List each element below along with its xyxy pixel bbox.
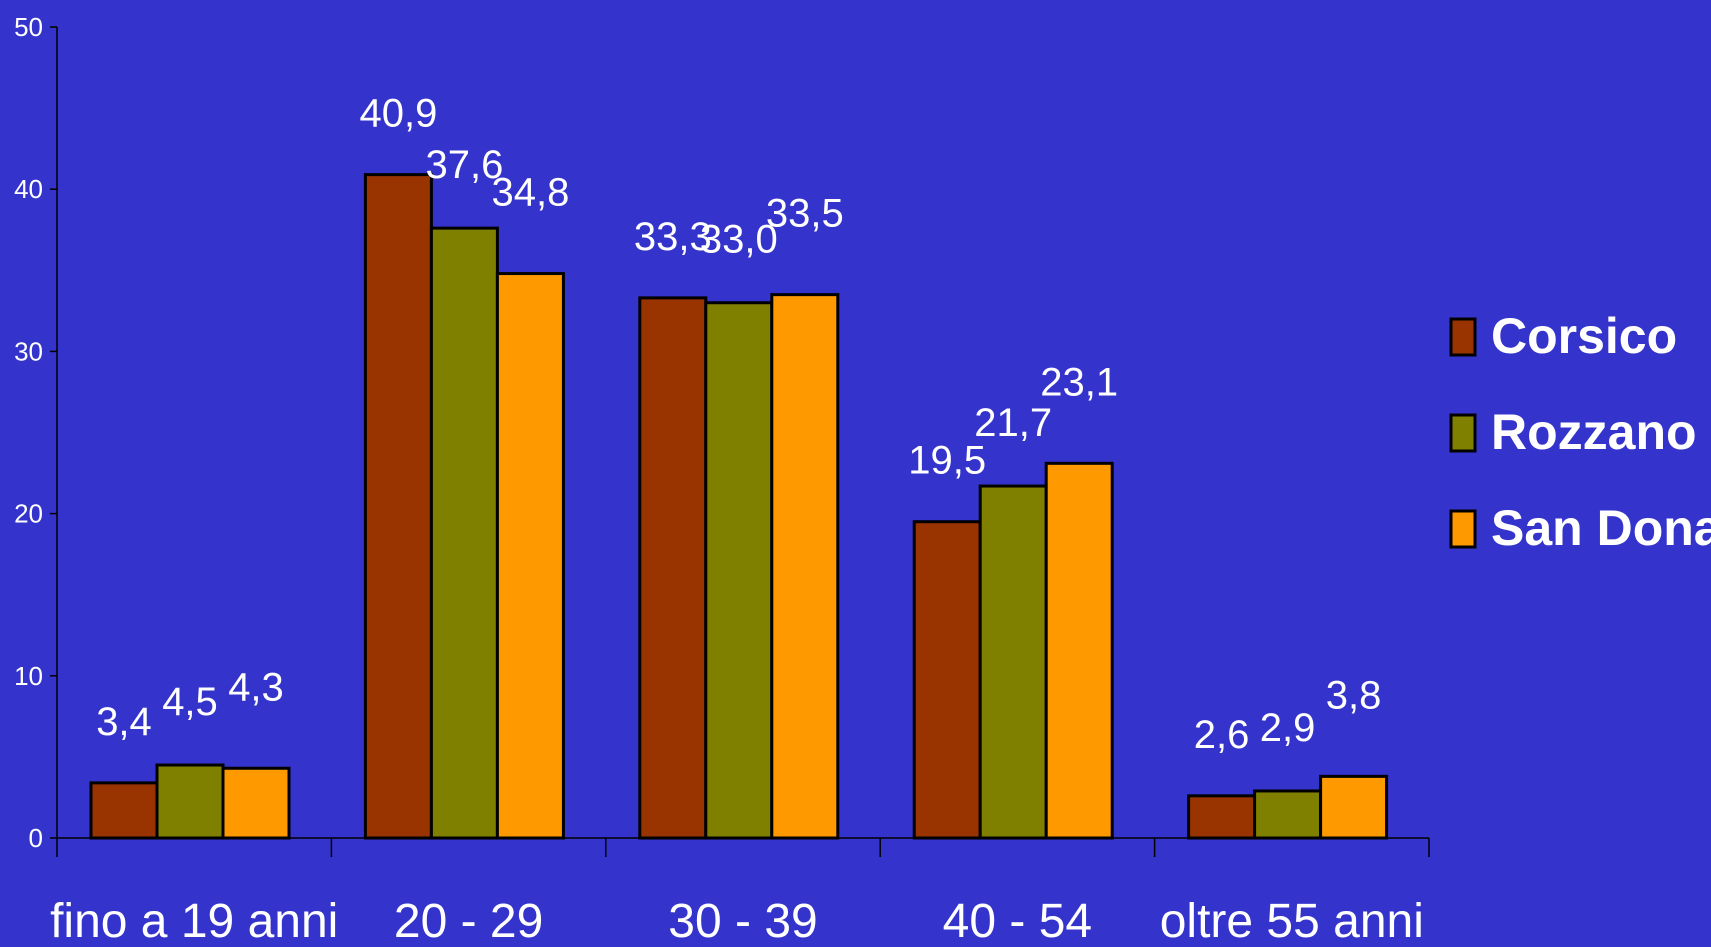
data-label: 33,5 [766, 192, 844, 236]
legend-swatch [1449, 509, 1477, 549]
data-label: 21,7 [974, 401, 1052, 445]
bar-rozzano-2 [429, 226, 499, 840]
legend-label: Corsico [1491, 308, 1677, 364]
data-label: 34,8 [491, 171, 569, 215]
legend-label: Rozzano [1491, 404, 1697, 460]
data-label: 2,9 [1260, 706, 1316, 750]
data-label: 2,6 [1194, 713, 1250, 757]
bar-rozzano-3 [704, 301, 774, 840]
data-label: 37,6 [425, 143, 503, 187]
data-label: 23,1 [1040, 360, 1118, 404]
legend-swatch [1449, 317, 1477, 357]
bar-rozzano-1 [155, 763, 225, 840]
bar-san-donato-4 [1044, 461, 1114, 840]
bar-corsico-2 [363, 173, 433, 840]
data-label: 19,5 [908, 439, 986, 483]
y-tick-label: 50 [14, 12, 43, 42]
y-tick-label: 20 [14, 499, 43, 529]
bar-san-donato-2 [495, 272, 565, 840]
bar-rozzano-5 [1253, 789, 1323, 840]
x-tick-label: 40 - 54 [943, 895, 1092, 947]
bar-rozzano-4 [978, 484, 1048, 840]
legend-label: San Donato [1491, 500, 1711, 556]
legend: Corsico Rozzano San Donato [1449, 308, 1711, 556]
bar-corsico-3 [638, 296, 708, 840]
x-tick-label: fino a 19 anni [50, 895, 338, 947]
bar-corsico-4 [912, 520, 982, 840]
x-tick-label: oltre 55 anni [1160, 895, 1424, 947]
data-label: 3,4 [96, 700, 152, 744]
bar-san-donato-3 [770, 293, 840, 840]
data-label: 4,5 [162, 680, 218, 724]
y-tick-label: 0 [29, 823, 43, 853]
bar-san-donato-1 [221, 766, 291, 840]
y-tick-label: 10 [14, 661, 43, 691]
data-label: 40,9 [359, 92, 437, 136]
data-labels-layer: 3,4 4,5 4,3 40,9 37,634,8 33,333,033,5 19,521,… [96, 92, 1381, 757]
data-label: 3,8 [1326, 673, 1382, 717]
y-tick-label: 30 [14, 336, 43, 366]
x-tick-label: 20 - 29 [394, 895, 543, 947]
axes-layer: 0 10 20 30 40 50 fino a 19 anni 20 - 29 30 - 39 4… [14, 12, 1430, 947]
y-tick-label: 40 [14, 174, 43, 204]
bar-san-donato-5 [1319, 774, 1389, 840]
bar-corsico-1 [89, 781, 159, 840]
bar-corsico-5 [1187, 794, 1257, 840]
data-label: 33,3 [634, 215, 712, 259]
x-tick-label: 30 - 39 [668, 895, 817, 947]
data-label: 4,3 [228, 665, 284, 709]
legend-swatch [1449, 413, 1477, 453]
data-label: 33,0 [700, 218, 778, 262]
bars-layer [89, 173, 1389, 840]
